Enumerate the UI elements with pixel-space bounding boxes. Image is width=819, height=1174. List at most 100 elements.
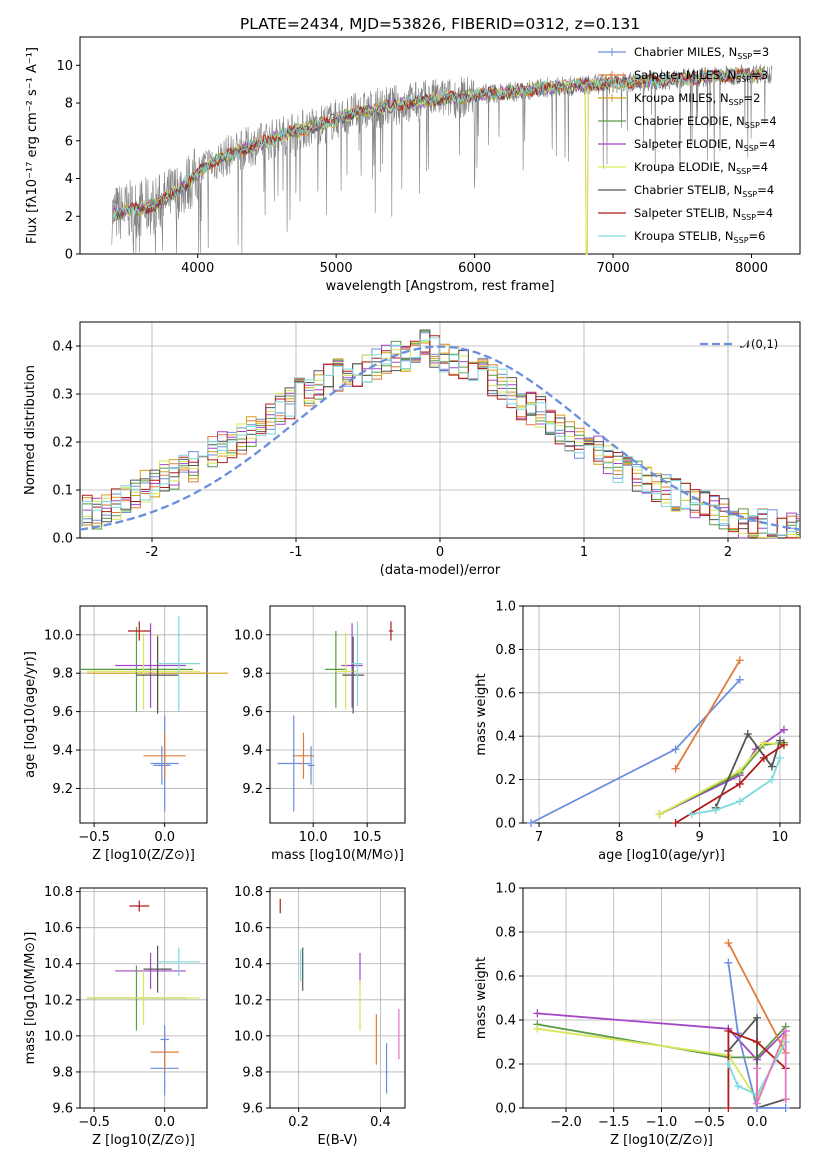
legend-count: =4 (751, 160, 768, 174)
x-tick-label: 7 (535, 830, 543, 845)
x-tick-label: 8000 (735, 261, 768, 276)
x-tick-label: 6000 (458, 261, 491, 276)
x-tick-label: 2 (724, 545, 732, 560)
weight-point (767, 762, 776, 771)
weight-series-line (714, 732, 781, 809)
plot-frame (79, 887, 208, 1109)
plot-frame (269, 605, 406, 824)
y-tick-label: 9.2 (242, 782, 263, 797)
weight-point (527, 819, 536, 827)
residuals-panel: -2 -1 0 1 2 0.0 0.1 0.2 0.3 0.4 (data-model)/error… (23, 321, 801, 578)
normal-reference-curve (79, 345, 801, 531)
weight-point (759, 753, 768, 762)
x-axis-label: age [log10(age/yr)] (598, 848, 725, 863)
weight-point (775, 736, 784, 745)
y-tick-label: 0.1 (52, 484, 73, 499)
y-tick-label: 0.2 (495, 1058, 516, 1073)
weight-point (735, 766, 744, 775)
weight-point (753, 1038, 762, 1046)
weight-point (753, 1064, 762, 1073)
y-tick-label: 0.6 (495, 686, 516, 701)
y-tick-label: 9.4 (242, 744, 263, 759)
legend-subscript: SSP (734, 236, 749, 245)
x-axis-label: (data-model)/error (380, 563, 501, 578)
x-axis-label: E(B-V) (317, 1133, 357, 1148)
legend-marker (608, 94, 616, 102)
x-tick-label: 7000 (597, 261, 630, 276)
weight-series-line (727, 942, 787, 1054)
y-tick-label: 10.8 (44, 885, 73, 900)
y-tick-label: 10.4 (44, 957, 73, 972)
weight-point (753, 1013, 762, 1022)
x-axis-label: Z [log10(Z/Z⊙)] (610, 1133, 713, 1148)
legend-entry: Kroupa STELIB, NSSP=6 (634, 229, 765, 245)
x-axis-label: Z [log10(Z/Z⊙)] (92, 848, 195, 863)
x-tick-label: −1.5 (598, 1115, 630, 1130)
model-fit-line (113, 68, 766, 222)
y-axis-label: mass weight (474, 673, 489, 755)
weight-point (735, 797, 744, 806)
legend-entry: Kroupa ELODIE, NSSP=4 (634, 160, 768, 176)
legend-marker (608, 71, 616, 79)
legend-entry: Chabrier ELODIE, NSSP=4 (634, 114, 777, 130)
y-tick-label: 9.6 (242, 705, 263, 720)
x-axis-label: mass [log10(M/M⊙)] (271, 848, 404, 863)
x-tick-label: -1 (290, 545, 303, 560)
weight-point (759, 738, 768, 747)
legend-subscript: SSP (744, 144, 759, 153)
y-tick-label: 10.0 (44, 628, 73, 643)
weight-point (733, 1082, 742, 1090)
y-tick-label: 10.4 (234, 957, 263, 972)
weight-point (779, 725, 788, 734)
plot-frame (269, 887, 406, 1109)
y-tick-label: 1.0 (495, 600, 516, 615)
y-tick-label: 9.6 (52, 705, 73, 720)
y-tick-label: 0.0 (495, 817, 516, 832)
weight-point (687, 810, 696, 819)
legend-entry: Chabrier MILES, NSSP=3 (634, 45, 769, 61)
residual-histogram (80, 337, 800, 536)
y-tick-label: 9.4 (52, 744, 73, 759)
y-axis-label: mass weight (474, 957, 489, 1039)
x-tick-label: 0.0 (747, 1115, 768, 1130)
weight-point (753, 1099, 762, 1108)
legend-subscript: SSP (745, 121, 760, 130)
y-tick-label: 0.0 (52, 532, 73, 547)
y-tick-label: 0.3 (52, 388, 73, 403)
weight-series-line (727, 1029, 787, 1108)
weight-point (779, 740, 788, 749)
weight-series-line (727, 962, 786, 1109)
x-tick-label: 10.5 (353, 830, 382, 845)
x-tick-label: 4000 (181, 261, 214, 276)
y-tick-label: 10.6 (44, 921, 73, 936)
y-tick-label: 10.0 (234, 628, 263, 643)
weight-vs-metallicity-panel: −2.0 −1.5 −1.0 −0.5 0.0 0.0 0.2 0.4 0.6 0.8 1.0 Z [… (474, 882, 801, 1148)
y-axis-label: Normed distribution (23, 365, 38, 495)
y-tick-label: 9.2 (52, 782, 73, 797)
y-tick-label: 2 (65, 210, 73, 225)
plot-frame (522, 605, 801, 824)
x-tick-label: −0.5 (78, 1115, 110, 1130)
y-tick-label: 0.2 (52, 436, 73, 451)
legend-subscript: SSP (742, 190, 757, 199)
x-tick-label: 0.0 (154, 830, 175, 845)
legend-count: =3 (751, 68, 768, 82)
age-vs-metallicity-panel: −0.5 0.0 9.2 9.4 9.6 9.8 10.0 Z [log10(Z/Z⊙)] ag… (23, 605, 229, 863)
y-tick-label: 10 (56, 59, 73, 74)
x-tick-label: 10.0 (299, 830, 328, 845)
y-tick-label: 0.4 (495, 1014, 516, 1029)
legend-count: =4 (757, 183, 774, 197)
weight-point (781, 1095, 790, 1104)
legend-entry: Chabrier STELIB, NSSP=4 (634, 183, 774, 199)
y-tick-label: 9.8 (242, 1065, 263, 1080)
x-tick-label: −0.5 (693, 1115, 725, 1130)
x-tick-label: 5000 (320, 261, 353, 276)
legend-subscript: SSP (736, 167, 751, 176)
weight-point (724, 1027, 733, 1035)
y-tick-label: 9.8 (52, 1065, 73, 1080)
y-tick-label: 9.6 (242, 1102, 263, 1117)
legend-count: =4 (760, 114, 777, 128)
plot-frame (79, 605, 208, 824)
weight-point (533, 1009, 542, 1018)
weight-series-line (756, 1030, 787, 1104)
